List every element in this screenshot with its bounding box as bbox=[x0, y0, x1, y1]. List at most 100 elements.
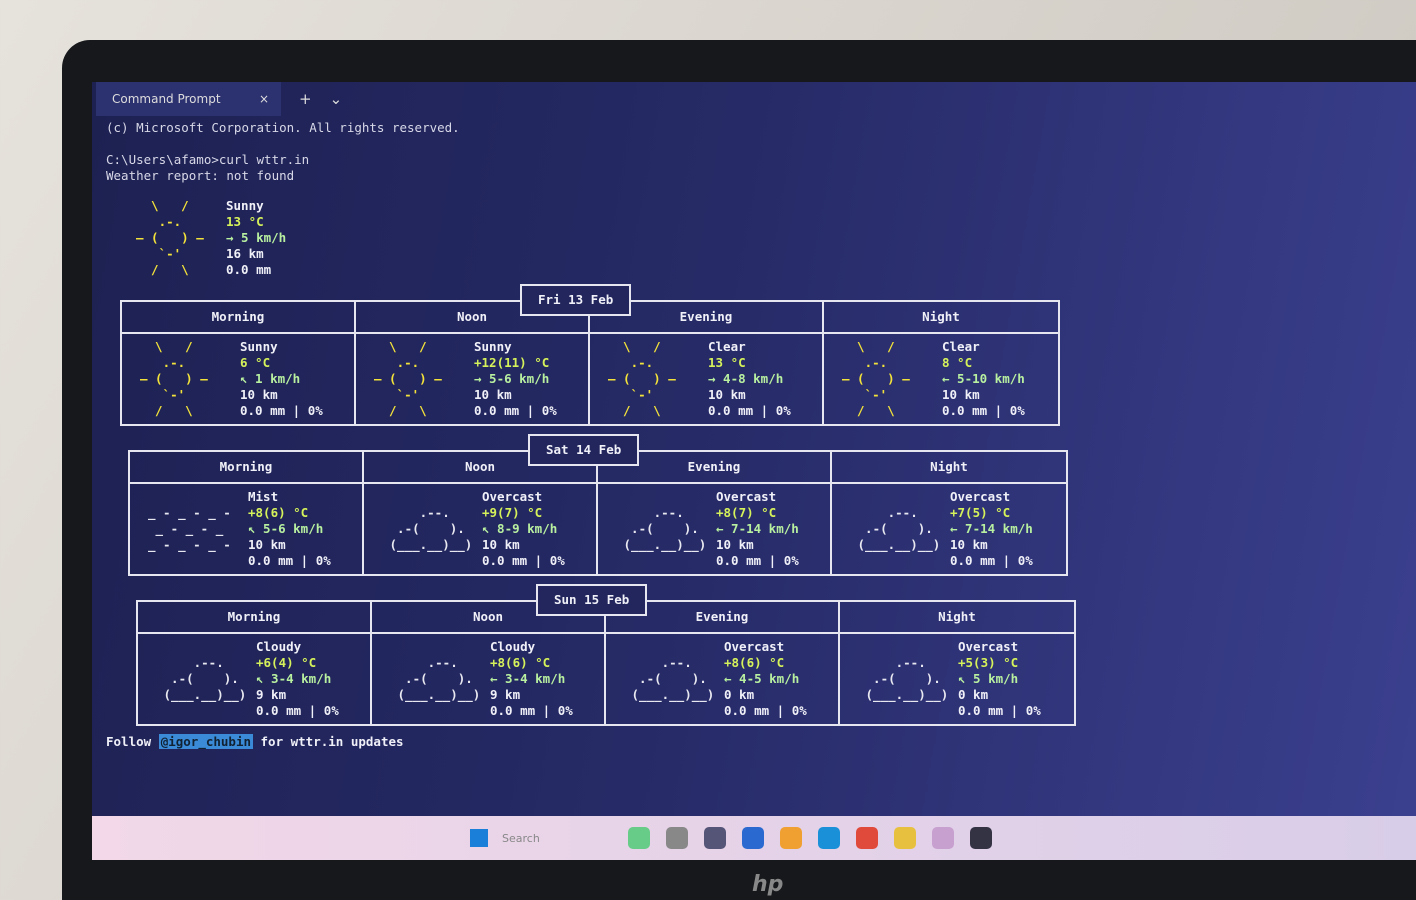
twitter-handle[interactable]: @igor_chubin bbox=[158, 734, 253, 749]
day-label: Fri 13 Feb bbox=[520, 284, 632, 316]
app-icon[interactable] bbox=[970, 827, 992, 849]
app-icon[interactable] bbox=[704, 827, 726, 849]
detail-line: 0 km bbox=[958, 687, 989, 702]
icon-line: (___.__)__) bbox=[624, 687, 722, 702]
period-weather: \ / .-. ― ( ) ― `-' / \ Clear 13 °C → 4-8 … bbox=[608, 339, 791, 419]
icon-line: .--. bbox=[858, 655, 956, 670]
period-cell: \ / .-. ― ( ) ― `-' / \ Sunny +12(11) °C →… bbox=[356, 334, 590, 424]
detail-line: 6 °C bbox=[240, 355, 271, 370]
detail-line: ↖ 5-6 km/h bbox=[248, 521, 324, 536]
app-icon[interactable] bbox=[780, 827, 802, 849]
app-icon[interactable] bbox=[742, 827, 764, 849]
weather-icon: .--. .-( ). (___.__)__) bbox=[858, 655, 958, 703]
icon-line: ― ( ) ― bbox=[136, 230, 204, 245]
search-box[interactable]: Search bbox=[502, 831, 540, 845]
icon-line: / \ bbox=[374, 403, 442, 418]
tab[interactable]: Command Prompt × bbox=[96, 82, 281, 116]
detail-line: 16 km bbox=[226, 246, 264, 261]
detail-line: Clear bbox=[708, 339, 746, 354]
detail-line: Overcast bbox=[950, 489, 1011, 504]
terminal-line: Weather report: not found bbox=[106, 168, 295, 183]
app-icon[interactable] bbox=[856, 827, 878, 849]
weather-icon: _ - _ - _ - _ - _ - _ _ - _ - _ - bbox=[148, 505, 248, 553]
icon-line: .-. bbox=[842, 355, 910, 370]
close-tab[interactable]: × bbox=[258, 92, 269, 106]
app-icon[interactable] bbox=[666, 827, 688, 849]
new-tab-button[interactable]: + bbox=[299, 90, 312, 108]
icon-line: \ / bbox=[140, 339, 208, 354]
forecast-day: Sun 15 Feb Morning Noon Evening Night .--. .… bbox=[136, 584, 1076, 726]
icon-line: (___.__)__) bbox=[850, 537, 948, 552]
dropdown-button[interactable]: ⌄ bbox=[329, 90, 343, 108]
terminal-line: C:\Users\afamo>curl wttr.in bbox=[106, 152, 310, 167]
start-button[interactable] bbox=[470, 829, 488, 847]
icon-line: .--. bbox=[390, 655, 488, 670]
weather-details: Overcast +8(6) °C ← 4-5 km/h 0 km 0.0 mm | 0… bbox=[724, 639, 807, 719]
detail-line: 10 km bbox=[482, 537, 520, 552]
forecast-table: Morning Noon Evening Night \ / .-. ― ( ) ― … bbox=[120, 300, 1060, 426]
current-weather: \ / .-. ― ( ) ― `-' / \ Sunny 13 °C → 5 km… bbox=[136, 198, 1416, 278]
icon-line: .--. bbox=[382, 505, 480, 520]
detail-line: 13 °C bbox=[226, 214, 264, 229]
period-header: Night bbox=[832, 452, 1066, 484]
detail-line: +7(5) °C bbox=[950, 505, 1011, 520]
day-label: Sat 14 Feb bbox=[528, 434, 640, 466]
detail-line: 0.0 mm | 0% bbox=[942, 403, 1025, 418]
icon-line: ― ( ) ― bbox=[140, 371, 208, 386]
detail-line: 0.0 mm | 0% bbox=[716, 553, 799, 568]
detail-line: +8(6) °C bbox=[490, 655, 551, 670]
period-header: Evening bbox=[590, 302, 824, 334]
weather-details: Overcast +7(5) °C ← 7-14 km/h 10 km 0.0 mm |… bbox=[950, 489, 1033, 569]
detail-line: 0.0 mm | 0% bbox=[248, 553, 331, 568]
weather-details: Sunny +12(11) °C → 5-6 km/h 10 km 0.0 mm | 0… bbox=[474, 339, 557, 419]
detail-line: 0.0 mm | 0% bbox=[708, 403, 791, 418]
period-header: Noon bbox=[356, 302, 590, 334]
detail-line: +9(7) °C bbox=[482, 505, 543, 520]
weather-details: Clear 13 °C → 4-8 km/h 10 km 0.0 mm | 0% bbox=[708, 339, 791, 419]
icon-line: .--. bbox=[156, 655, 254, 670]
icon-line: \ / bbox=[374, 339, 442, 354]
weather-details: Mist +8(6) °C ↖ 5-6 km/h 10 km 0.0 mm | 0% bbox=[248, 489, 331, 569]
period-cell: \ / .-. ― ( ) ― `-' / \ Sunny 6 °C ↖ 1 km/… bbox=[122, 334, 356, 424]
detail-line: 10 km bbox=[708, 387, 746, 402]
period-header: Morning bbox=[130, 452, 364, 484]
detail-line: Sunny bbox=[240, 339, 278, 354]
weather-icon: .--. .-( ). (___.__)__) bbox=[156, 655, 256, 703]
detail-line: 10 km bbox=[716, 537, 754, 552]
detail-line: 0.0 mm | 0% bbox=[256, 703, 339, 718]
app-icon[interactable] bbox=[818, 827, 840, 849]
icon-line: .-( ). bbox=[382, 521, 480, 536]
icon-line: (___.__)__) bbox=[616, 537, 714, 552]
period-header: Noon bbox=[364, 452, 598, 484]
period-weather: .--. .-( ). (___.__)__) Overcast +5(3) °C… bbox=[858, 639, 1041, 719]
period-weather: .--. .-( ). (___.__)__) Overcast +9(7) °C… bbox=[382, 489, 565, 569]
icon-line: .-( ). bbox=[156, 671, 254, 686]
app-icon[interactable] bbox=[932, 827, 954, 849]
detail-line: +6(4) °C bbox=[256, 655, 317, 670]
icon-line: `-' bbox=[374, 387, 442, 402]
icon-line: \ / bbox=[608, 339, 676, 354]
icon-line: .-( ). bbox=[390, 671, 488, 686]
icon-line: `-' bbox=[842, 387, 910, 402]
detail-line: 0.0 mm | 0% bbox=[482, 553, 565, 568]
period-cell: .--. .-( ). (___.__)__) Overcast +7(5) °C… bbox=[832, 484, 1066, 574]
detail-line: ↖ 3-4 km/h bbox=[256, 671, 332, 686]
period-cell: .--. .-( ). (___.__)__) Cloudy +6(4) °C ↖ … bbox=[138, 634, 372, 724]
app-icon[interactable] bbox=[894, 827, 916, 849]
icon-line: `-' bbox=[608, 387, 676, 402]
footer-text: Follow bbox=[106, 734, 152, 749]
detail-line: Sunny bbox=[226, 198, 264, 213]
detail-line: ← 7-14 km/h bbox=[716, 521, 799, 536]
detail-line: +8(7) °C bbox=[716, 505, 777, 520]
detail-line: +12(11) °C bbox=[474, 355, 550, 370]
detail-line: +5(3) °C bbox=[958, 655, 1019, 670]
detail-line: Sunny bbox=[474, 339, 512, 354]
forecast-day: Sat 14 Feb Morning Noon Evening Night _ - _ -… bbox=[128, 434, 1068, 576]
tab-title: Command Prompt bbox=[112, 92, 221, 106]
detail-line: ← 7-14 km/h bbox=[950, 521, 1033, 536]
icon-line: ― ( ) ― bbox=[842, 371, 910, 386]
icon-line: .-( ). bbox=[850, 521, 948, 536]
period-header: Night bbox=[824, 302, 1058, 334]
app-icon[interactable] bbox=[628, 827, 650, 849]
